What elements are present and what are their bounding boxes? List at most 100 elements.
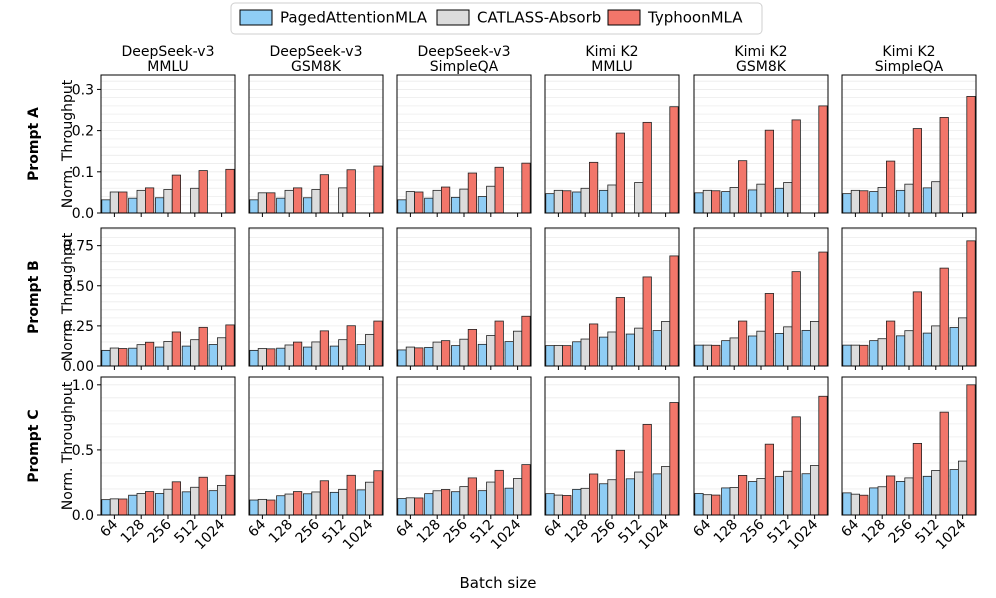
y-tick-label: 0.25 (63, 319, 94, 335)
bar-pagedattentionmla (842, 344, 852, 367)
bar-typhoonmla (266, 348, 276, 367)
bar-catlass-absorb (257, 348, 268, 367)
bar-pagedattentionmla (302, 197, 313, 214)
bar-catlass-absorb (284, 344, 294, 367)
bar-typhoonmla (791, 271, 801, 367)
legend-swatch-catlass-absorb (436, 9, 470, 26)
bar-catlass-absorb (136, 189, 146, 214)
panel (544, 227, 680, 370)
bar-pagedattentionmla (424, 346, 434, 367)
bar-pagedattentionmla (801, 473, 811, 516)
bar-pagedattentionmla (652, 473, 662, 516)
bar-pagedattentionmla (774, 476, 785, 516)
bar-typhoonmla (966, 96, 976, 214)
panel (396, 227, 532, 370)
column-title-model: DeepSeek-v3 (270, 44, 363, 60)
bar-catlass-absorb (634, 182, 644, 214)
bar-catlass-absorb (958, 460, 968, 516)
bar-catlass-absorb (756, 183, 766, 214)
bar-typhoonmla (225, 474, 235, 516)
bar-pagedattentionmla (101, 199, 111, 214)
bar-catlass-absorb (850, 344, 861, 367)
bar-pagedattentionmla (949, 469, 959, 516)
bar-pagedattentionmla (625, 333, 636, 367)
bar-catlass-absorb (136, 493, 146, 516)
bar-typhoonmla (171, 331, 181, 367)
y-axis-title: Norm. Throughput (60, 79, 76, 208)
row-label: Prompt B (26, 260, 42, 334)
bar-catlass-absorb (109, 498, 119, 516)
bar-pagedattentionmla (572, 488, 582, 516)
panel (544, 74, 680, 217)
bar-pagedattentionmla (397, 349, 407, 367)
bar-catlass-absorb (661, 466, 671, 516)
bar-typhoonmla (319, 174, 330, 214)
bar-catlass-absorb (580, 338, 590, 367)
bar-pagedattentionmla (397, 199, 407, 214)
y-tick-label: 1.0 (72, 378, 94, 394)
bar-pagedattentionmla (652, 330, 662, 367)
bar-catlass-absorb (109, 347, 119, 367)
x-tick-label: 1024 (785, 516, 822, 553)
bar-pagedattentionmla (922, 475, 933, 516)
bar-typhoonmla (225, 324, 235, 367)
bar-typhoonmla (467, 172, 478, 214)
bar-catlass-absorb (216, 337, 227, 367)
bar-pagedattentionmla (545, 493, 555, 516)
bar-typhoonmla (669, 106, 679, 214)
bar-typhoonmla (414, 347, 424, 367)
x-tick-label: 64 (690, 516, 714, 540)
bar-pagedattentionmla (599, 189, 609, 214)
bar-typhoonmla (144, 341, 155, 367)
bar-catlass-absorb (729, 337, 739, 367)
bar-typhoonmla (791, 416, 801, 516)
bar-typhoonmla (939, 117, 949, 214)
bar-typhoonmla (764, 293, 775, 367)
bar-pagedattentionmla (424, 197, 434, 214)
bar-catlass-absorb (311, 491, 321, 516)
bar-typhoonmla (615, 132, 626, 214)
bar-catlass-absorb (931, 470, 941, 516)
panel (841, 227, 977, 370)
bar-pagedattentionmla (181, 491, 191, 516)
bar-pagedattentionmla (208, 490, 218, 516)
column-title-dataset: SimpleQA (430, 59, 499, 75)
bar-catlass-absorb (607, 479, 617, 516)
bar-catlass-absorb (405, 191, 416, 214)
bar-pagedattentionmla (450, 196, 461, 214)
bar-pagedattentionmla (249, 350, 259, 367)
x-tick-label: 256 (441, 516, 471, 546)
bar-catlass-absorb (783, 182, 793, 214)
bar-typhoonmla (912, 291, 923, 367)
bar-catlass-absorb (661, 321, 671, 367)
bar-catlass-absorb (553, 189, 564, 214)
bar-pagedattentionmla (748, 189, 758, 214)
bar-typhoonmla (966, 384, 976, 516)
bar-catlass-absorb (486, 335, 496, 367)
bar-catlass-absorb (702, 344, 713, 367)
bar-catlass-absorb (702, 189, 713, 214)
column-title-dataset: MMLU (147, 59, 189, 75)
y-tick-label: 0.0 (72, 206, 94, 222)
bar-typhoonmla (912, 128, 923, 214)
bar-typhoonmla (494, 166, 504, 214)
bar-pagedattentionmla (208, 344, 218, 367)
x-tick-label: 1024 (933, 516, 970, 553)
bar-pagedattentionmla (721, 191, 731, 214)
bar-typhoonmla (818, 251, 828, 367)
x-tick-label: 256 (145, 516, 175, 546)
bar-typhoonmla (562, 345, 572, 367)
bar-pagedattentionmla (424, 493, 434, 516)
bar-catlass-absorb (634, 327, 644, 367)
bar-pagedattentionmla (896, 335, 906, 367)
bar-typhoonmla (791, 119, 801, 214)
bar-catlass-absorb (931, 325, 941, 367)
bar-pagedattentionmla (545, 345, 555, 367)
bar-pagedattentionmla (721, 340, 731, 367)
bar-catlass-absorb (904, 477, 914, 516)
